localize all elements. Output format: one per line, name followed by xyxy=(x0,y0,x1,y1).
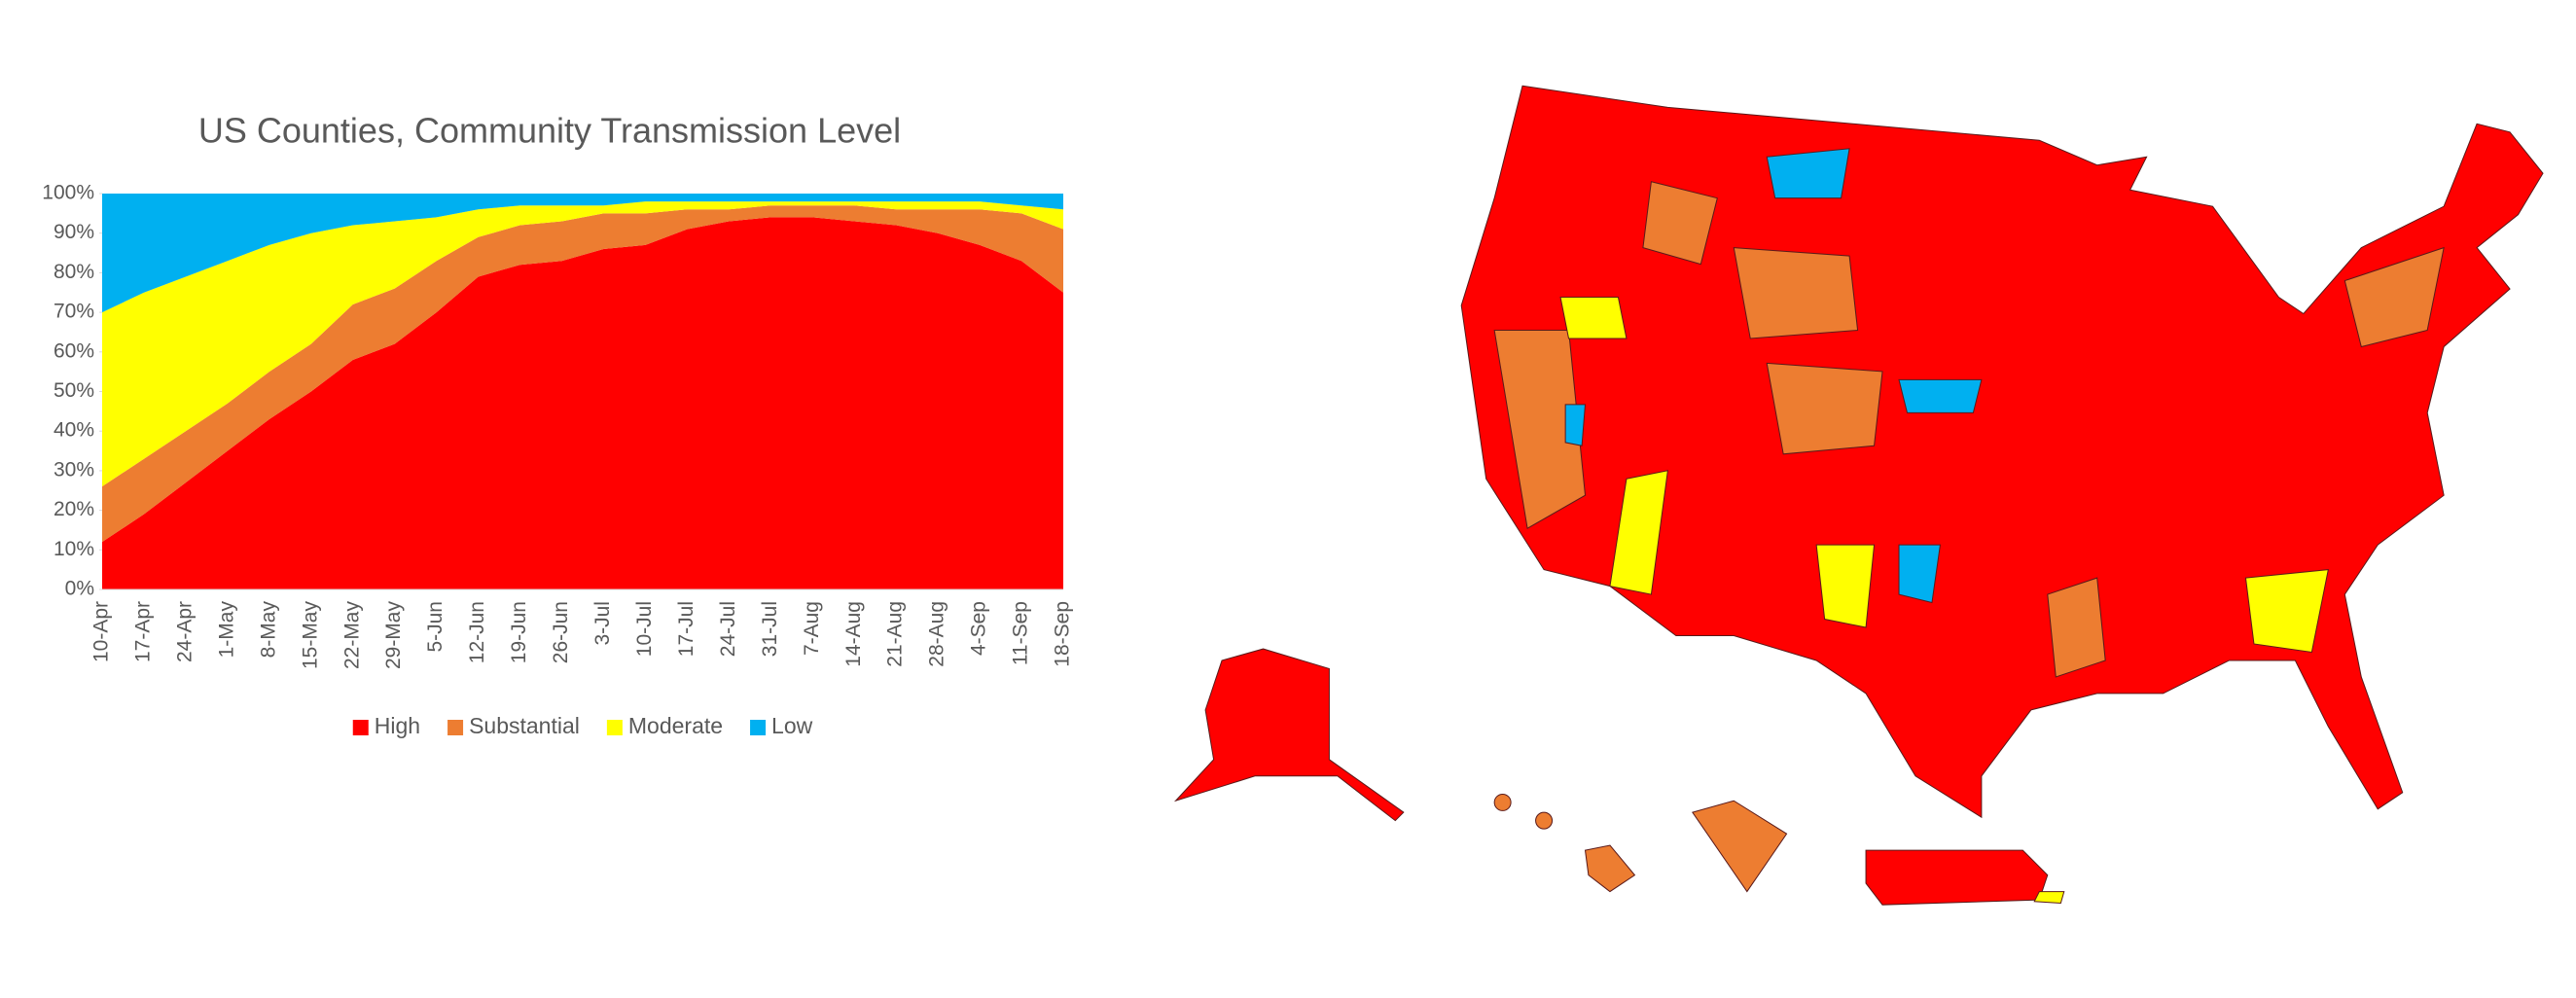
x-tick-label: 12-Jun xyxy=(466,601,488,663)
map-region xyxy=(1733,247,1859,339)
map-region xyxy=(1642,181,1718,266)
legend-swatch xyxy=(352,720,369,735)
area-moderate xyxy=(102,201,1063,487)
map-region xyxy=(1609,470,1668,595)
x-tick-label: 11-Sep xyxy=(1010,601,1032,665)
map-region xyxy=(1815,544,1876,628)
x-tick-label: 10-Jul xyxy=(633,601,656,657)
map-region xyxy=(1493,329,1587,529)
y-tick-label: 90% xyxy=(54,221,94,243)
x-tick-label: 28-Aug xyxy=(926,601,948,667)
map-region xyxy=(1898,544,1942,604)
map-alaska xyxy=(1173,648,1405,822)
x-tick-label: 24-Jul xyxy=(717,601,739,657)
y-tick-label: 0% xyxy=(65,578,94,600)
x-tick-label: 7-Aug xyxy=(801,601,823,656)
x-tick-label: 21-Aug xyxy=(884,601,907,667)
map-mainland xyxy=(1460,85,2544,819)
legend-swatch xyxy=(447,720,464,735)
y-tick-label: 30% xyxy=(54,458,94,481)
legend-label: Low xyxy=(771,713,813,738)
y-tick-label: 50% xyxy=(54,379,94,402)
legend-swatch xyxy=(750,720,767,735)
x-tick-label: 17-Apr xyxy=(132,601,155,662)
x-tick-label: 26-Jun xyxy=(550,601,572,663)
x-tick-label: 22-May xyxy=(340,601,363,670)
y-tick-label: 60% xyxy=(54,339,94,362)
area-substantial xyxy=(102,205,1063,543)
map-region xyxy=(1898,378,1983,413)
map-dc xyxy=(1692,800,1788,893)
x-tick-label: 31-Jul xyxy=(759,601,781,657)
x-tick-label: 8-May xyxy=(257,601,279,659)
map-puerto-rico xyxy=(1865,849,2049,906)
area-high xyxy=(102,217,1063,590)
y-tick-label: 70% xyxy=(54,301,94,323)
x-tick-label: 14-Aug xyxy=(842,601,865,667)
legend-label: Substantial xyxy=(469,713,580,738)
y-tick-label: 80% xyxy=(54,261,94,283)
map-region xyxy=(2343,246,2445,348)
x-tick-label: 18-Sep xyxy=(1052,601,1074,667)
map-region xyxy=(1766,362,1883,455)
x-tick-label: 10-Apr xyxy=(90,601,113,662)
legend: High Substantial Moderate Low xyxy=(352,713,813,738)
legend-swatch xyxy=(606,720,623,735)
map-hawaii xyxy=(1535,811,1554,830)
map-region xyxy=(2047,577,2106,678)
county-map xyxy=(1173,85,2544,906)
x-tick-label: 5-Jun xyxy=(424,601,447,653)
x-tick-label: 15-May xyxy=(299,601,321,670)
chart-title: US Counties, Community Transmission Leve… xyxy=(198,111,901,151)
map-region xyxy=(2244,569,2329,654)
y-tick-label: 100% xyxy=(42,182,94,204)
map-region xyxy=(1559,297,1628,339)
map-region xyxy=(2033,891,2065,905)
x-tick-label: 17-Jul xyxy=(675,601,698,657)
legend-label: Moderate xyxy=(628,713,723,738)
plot-area: 0% 10% 20% 30% 40% 50% 60% 70% 80% 90% 100% 10-Apr 1… xyxy=(42,182,1073,669)
y-tick-label: 10% xyxy=(54,538,94,560)
x-tick-label: 19-Jun xyxy=(508,601,530,663)
x-tick-label: 29-May xyxy=(382,601,405,670)
x-tick-label: 3-Jul xyxy=(591,601,614,646)
y-tick-label: 40% xyxy=(54,419,94,442)
x-tick-label: 4-Sep xyxy=(968,601,990,656)
map-region xyxy=(1564,404,1587,446)
area-low xyxy=(102,194,1063,313)
y-tick-label: 20% xyxy=(54,498,94,520)
map-region xyxy=(1766,148,1850,199)
x-tick-label: 24-Apr xyxy=(173,601,196,662)
map-hawaii xyxy=(1584,844,1636,893)
x-tick-label: 1-May xyxy=(215,601,237,659)
map-hawaii xyxy=(1493,793,1512,811)
legend-label: High xyxy=(375,713,420,738)
